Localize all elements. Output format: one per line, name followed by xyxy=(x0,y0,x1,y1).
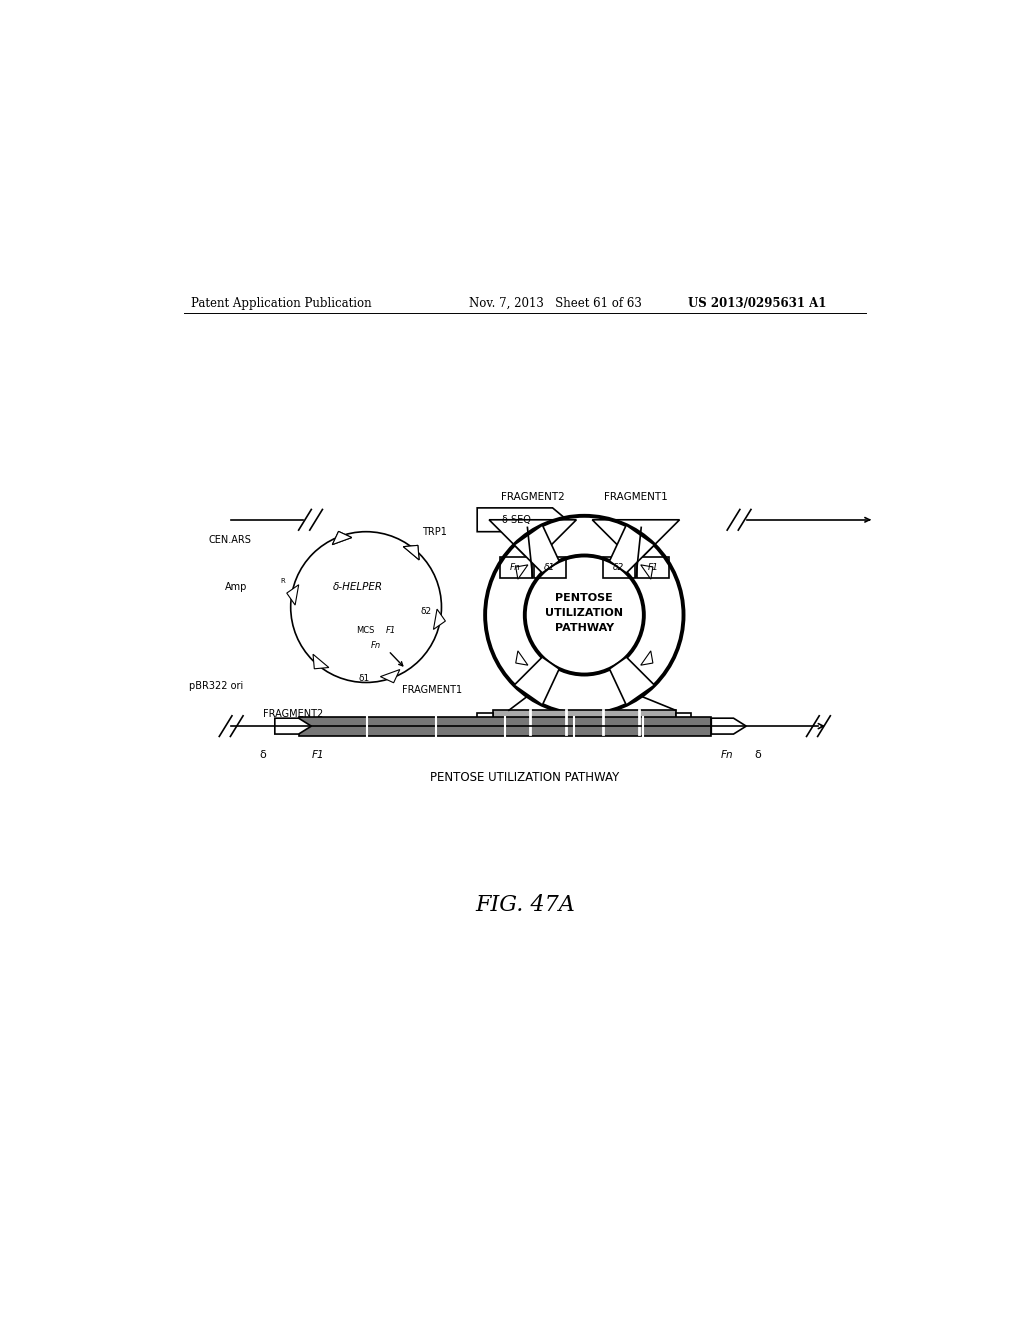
Text: δ SEQ: δ SEQ xyxy=(503,515,531,525)
FancyBboxPatch shape xyxy=(637,557,669,578)
Text: PATHWAY: PATHWAY xyxy=(555,623,613,632)
FancyBboxPatch shape xyxy=(676,713,691,731)
Polygon shape xyxy=(287,585,299,605)
Polygon shape xyxy=(433,609,445,630)
Text: FRAGMENT2: FRAGMENT2 xyxy=(263,709,324,719)
Text: Amp: Amp xyxy=(224,582,247,593)
Polygon shape xyxy=(609,525,654,573)
Text: δ: δ xyxy=(259,750,266,760)
Text: US 2013/0295631 A1: US 2013/0295631 A1 xyxy=(688,297,826,310)
Text: PENTOSE UTILIZATION PATHWAY: PENTOSE UTILIZATION PATHWAY xyxy=(430,771,620,784)
Text: TRP1: TRP1 xyxy=(422,527,446,537)
Polygon shape xyxy=(712,718,746,734)
Polygon shape xyxy=(333,532,352,545)
Text: R: R xyxy=(281,578,285,583)
Polygon shape xyxy=(514,657,559,705)
Text: δ: δ xyxy=(754,750,761,760)
Text: MCS: MCS xyxy=(355,627,374,635)
FancyBboxPatch shape xyxy=(477,713,494,731)
FancyBboxPatch shape xyxy=(534,557,565,578)
Polygon shape xyxy=(592,520,680,564)
Text: δ2: δ2 xyxy=(420,607,431,615)
Polygon shape xyxy=(403,545,419,560)
Polygon shape xyxy=(514,525,559,573)
FancyBboxPatch shape xyxy=(603,557,635,578)
Polygon shape xyxy=(403,545,419,560)
Polygon shape xyxy=(489,520,577,564)
Polygon shape xyxy=(641,565,653,579)
Text: F1: F1 xyxy=(386,627,396,635)
Text: Fn: Fn xyxy=(721,750,733,760)
FancyBboxPatch shape xyxy=(299,717,712,735)
Text: δ1: δ1 xyxy=(544,562,555,572)
Text: FRAGMENT1: FRAGMENT1 xyxy=(604,492,668,503)
Text: PENTOSE: PENTOSE xyxy=(555,593,613,602)
Text: FIG. 47A: FIG. 47A xyxy=(475,894,574,916)
Polygon shape xyxy=(333,532,352,545)
Polygon shape xyxy=(380,669,399,682)
Text: FRAGMENT1: FRAGMENT1 xyxy=(401,685,462,696)
Text: Patent Application Publication: Patent Application Publication xyxy=(191,297,372,310)
Text: CEN.ARS: CEN.ARS xyxy=(208,535,251,545)
Text: δ-HELPER: δ-HELPER xyxy=(333,582,383,593)
Polygon shape xyxy=(641,651,653,665)
Polygon shape xyxy=(274,718,311,734)
Polygon shape xyxy=(313,655,329,669)
Polygon shape xyxy=(516,651,528,665)
Text: pBR322 ori: pBR322 ori xyxy=(188,681,243,692)
Polygon shape xyxy=(477,508,567,532)
Text: Nov. 7, 2013   Sheet 61 of 63: Nov. 7, 2013 Sheet 61 of 63 xyxy=(469,297,642,310)
Polygon shape xyxy=(609,657,654,705)
Text: δ1: δ1 xyxy=(358,675,370,682)
Text: UTILIZATION: UTILIZATION xyxy=(546,607,624,618)
Text: F1: F1 xyxy=(647,562,658,572)
Text: F1: F1 xyxy=(312,750,325,760)
Polygon shape xyxy=(516,565,528,579)
Text: Fn: Fn xyxy=(371,640,381,649)
Text: Fn: Fn xyxy=(510,562,521,572)
Text: FRAGMENT2: FRAGMENT2 xyxy=(501,492,564,503)
FancyBboxPatch shape xyxy=(500,557,531,578)
Text: δ2: δ2 xyxy=(613,562,625,572)
FancyBboxPatch shape xyxy=(494,710,676,734)
